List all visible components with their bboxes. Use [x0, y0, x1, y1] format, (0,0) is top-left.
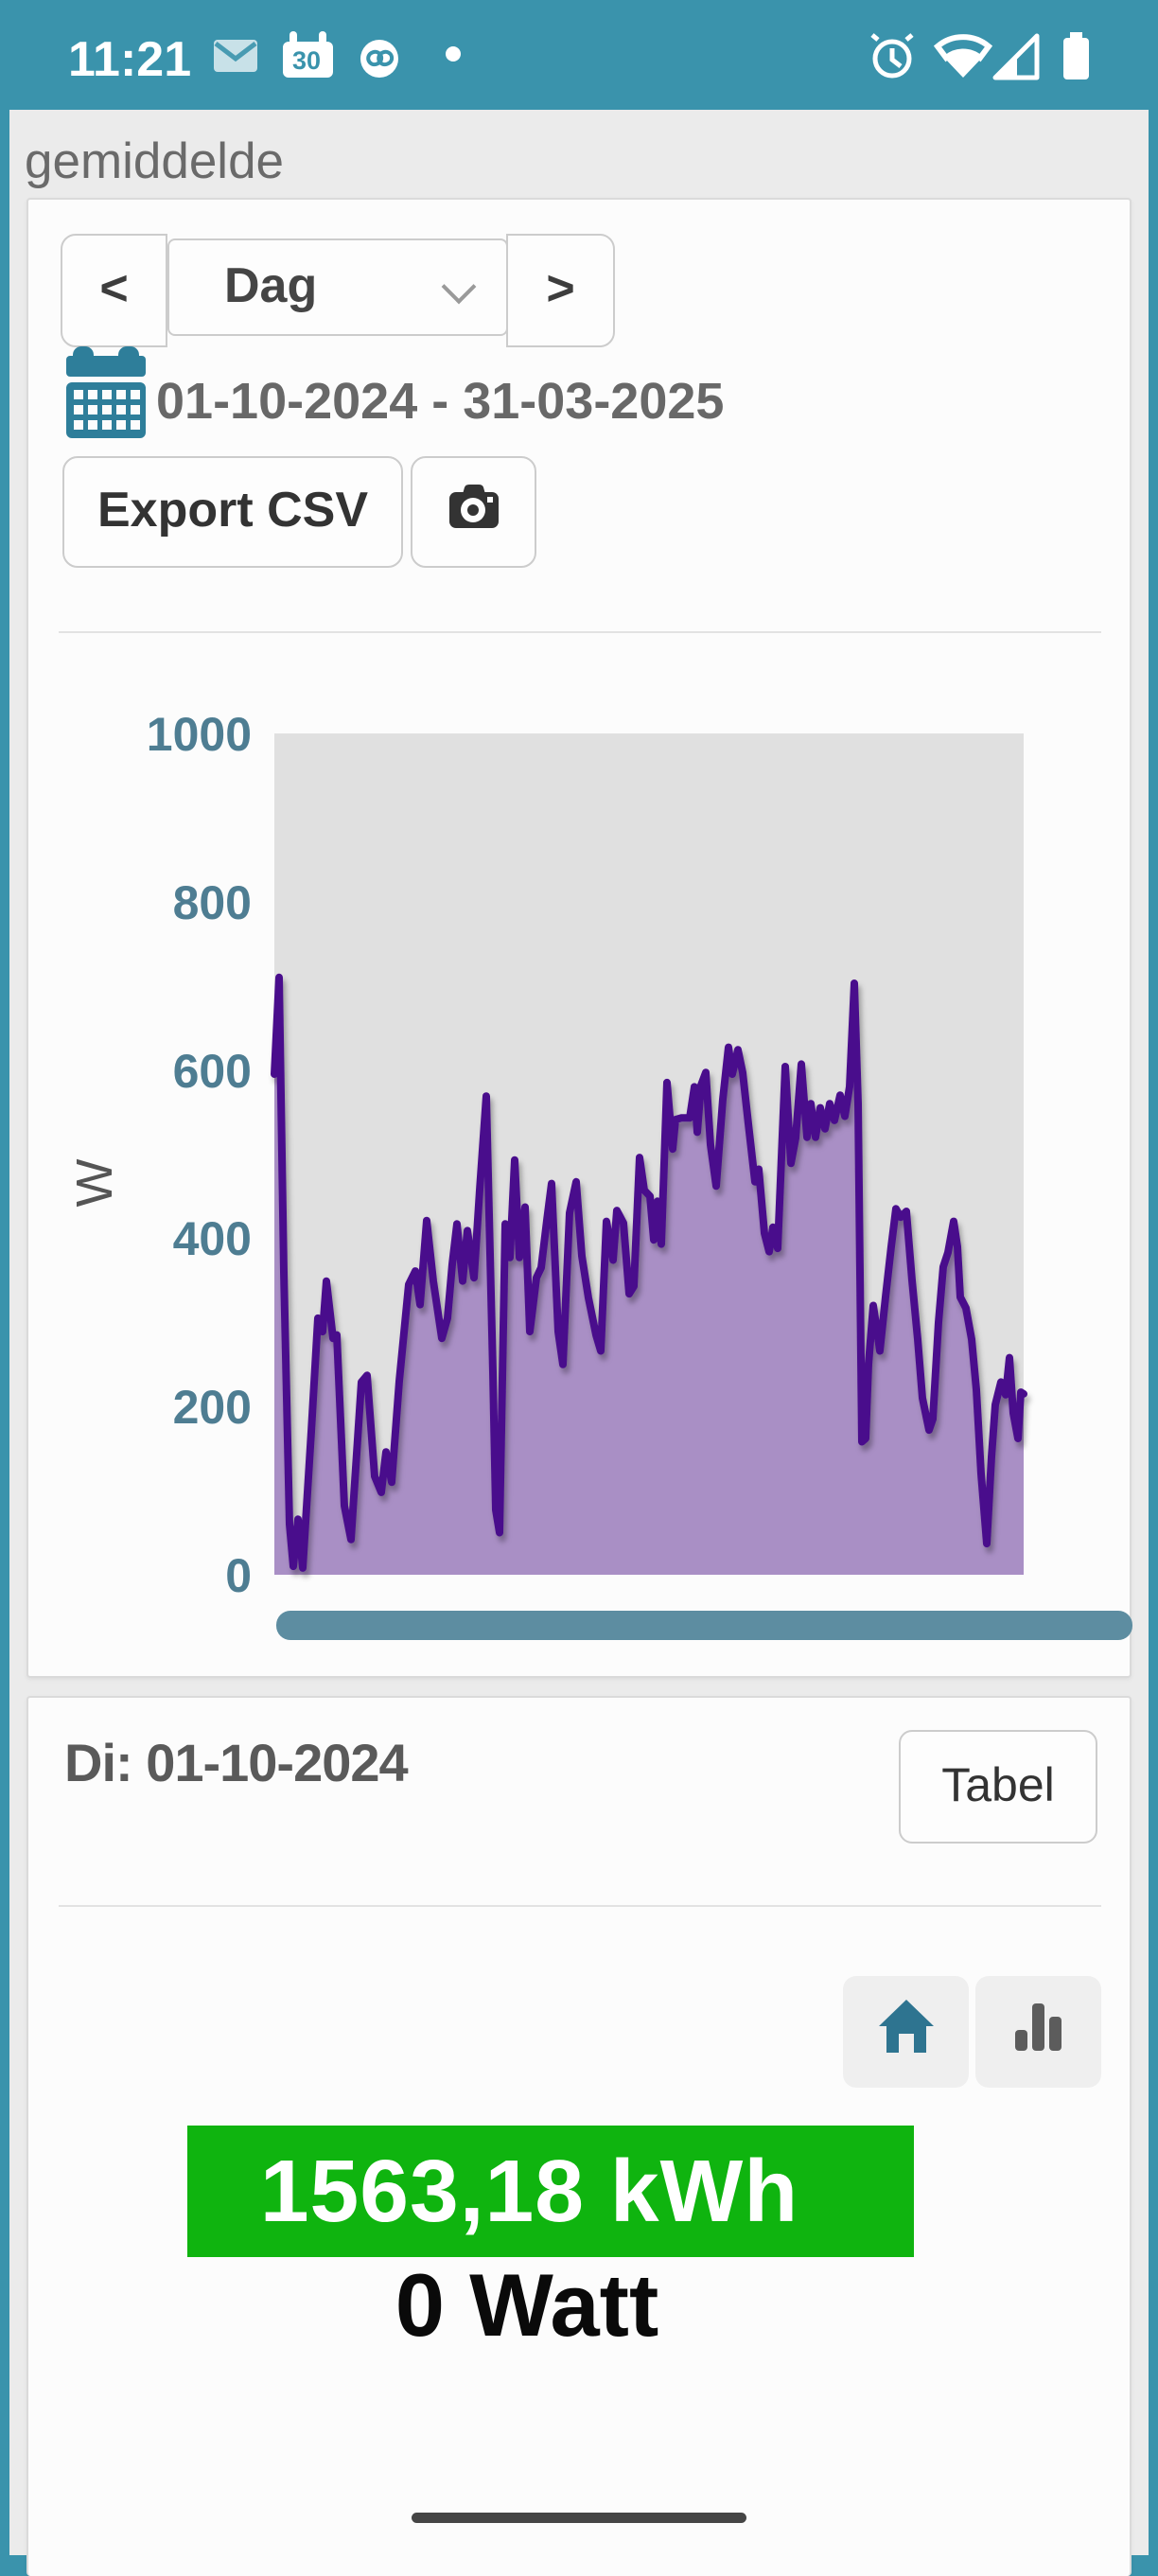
svg-text:1000: 1000	[147, 708, 252, 761]
svg-text:W: W	[66, 1158, 123, 1207]
svg-text:600: 600	[173, 1045, 252, 1098]
svg-text:30: 30	[292, 46, 321, 75]
svg-text:200: 200	[173, 1381, 252, 1434]
svg-text:400: 400	[173, 1212, 252, 1265]
svg-text:11:21: 11:21	[68, 32, 191, 87]
svg-text:0: 0	[225, 1549, 252, 1602]
svg-text:800: 800	[173, 876, 252, 929]
